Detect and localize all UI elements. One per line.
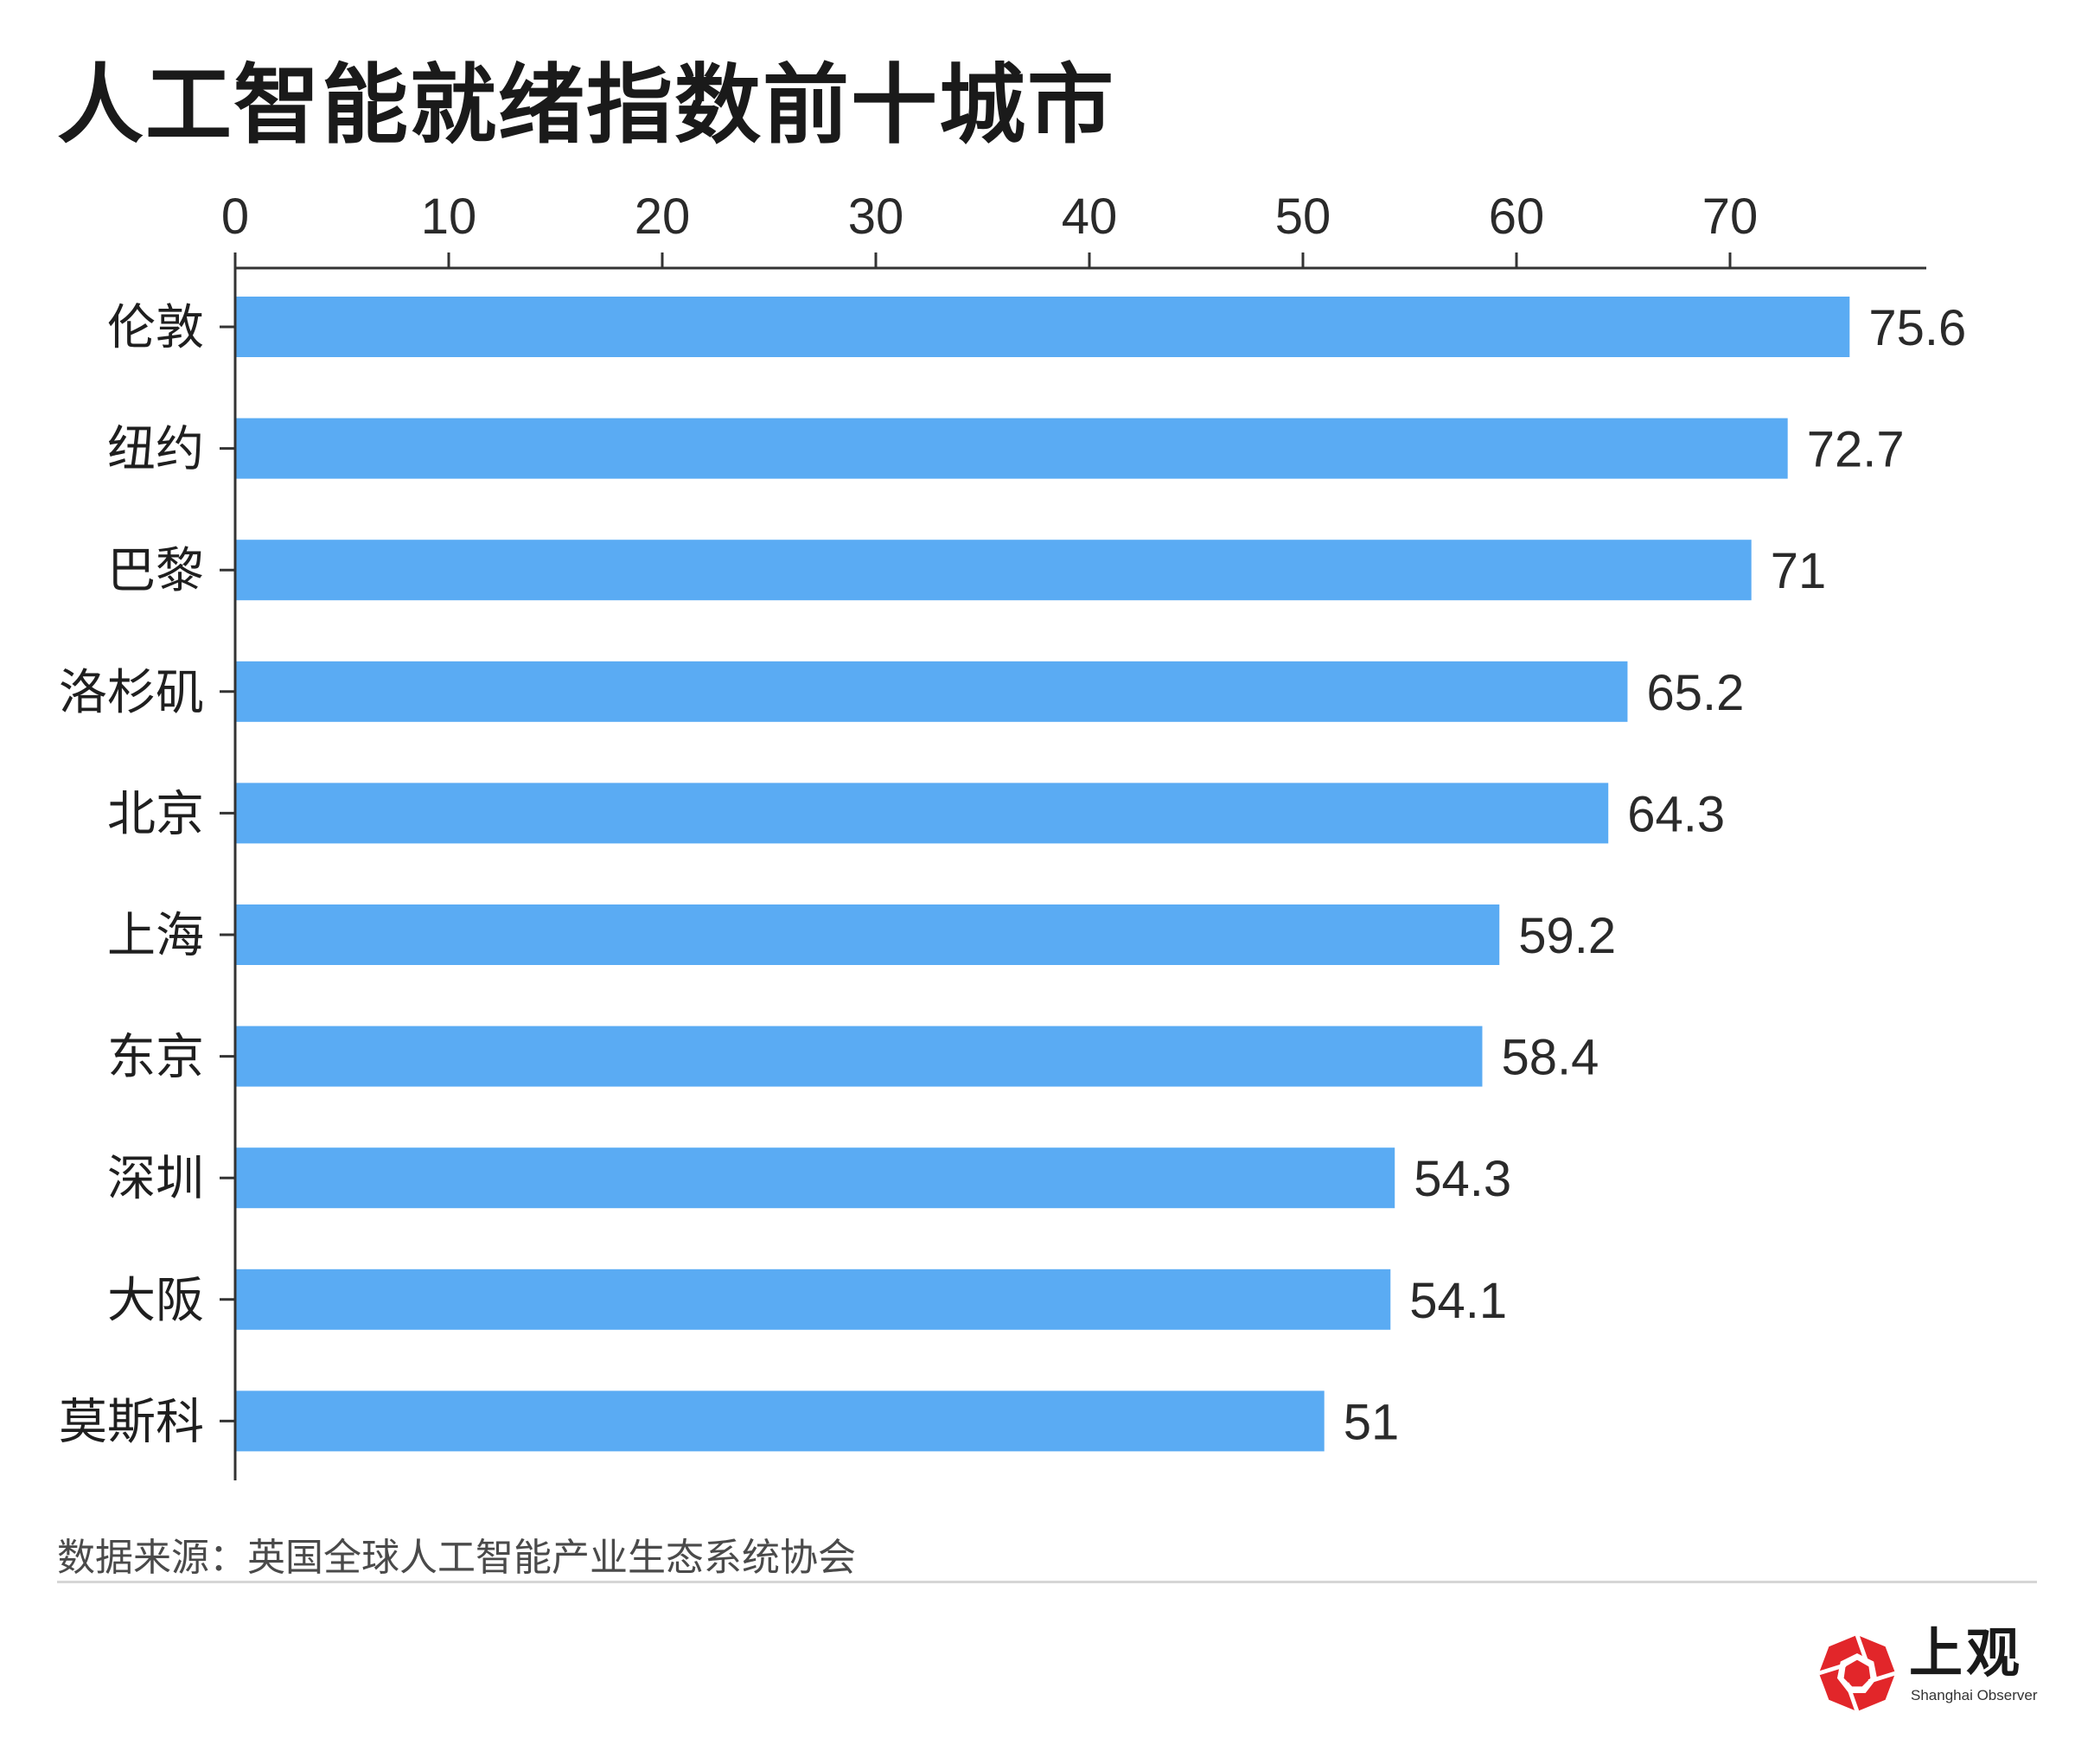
value-label: 64.3 [1627, 786, 1725, 842]
logo-text-en: Shanghai Observer [1911, 1687, 2038, 1703]
bar [236, 540, 1752, 601]
bar [236, 297, 1850, 357]
x-tick-label: 60 [1489, 189, 1545, 245]
x-axis: 0 10 20 30 40 50 60 70 [221, 189, 1926, 1480]
chart-title: 人工智能就绪指数前十城市 [57, 54, 1115, 156]
category-label: 深圳 [107, 1151, 204, 1207]
value-label: 72.7 [1807, 422, 1905, 478]
data-source-note: 数据来源：英国全球人工智能产业生态系统协会 [57, 1536, 856, 1580]
bars [236, 297, 1850, 1452]
x-tick-label: 0 [221, 189, 249, 245]
value-label: 59.2 [1518, 908, 1616, 964]
value-label: 51 [1344, 1394, 1400, 1450]
bar [236, 1026, 1483, 1087]
x-tick-label: 70 [1702, 189, 1759, 245]
shanghai-observer-logo: 上观 Shanghai Observer [1816, 1621, 2040, 1716]
category-label: 巴黎 [107, 543, 204, 599]
x-tick-label: 40 [1062, 189, 1118, 245]
logo-text-cn: 上观 [1909, 1621, 2024, 1684]
value-label: 58.4 [1501, 1030, 1599, 1086]
bar [236, 783, 1609, 844]
bar [236, 904, 1500, 965]
bar [236, 1390, 1325, 1452]
value-label: 54.1 [1409, 1273, 1507, 1329]
x-tick-label: 20 [635, 189, 691, 245]
category-label: 北京 [107, 786, 204, 842]
x-tick-label: 10 [421, 189, 477, 245]
x-tick-label: 50 [1275, 189, 1331, 245]
category-label: 大阪 [107, 1273, 204, 1329]
bar [236, 1147, 1395, 1209]
bar [236, 661, 1628, 722]
category-label: 洛杉矶 [59, 665, 204, 721]
category-label: 东京 [107, 1030, 204, 1086]
logo-mark-icon [1818, 1634, 1896, 1712]
value-label: 65.2 [1646, 665, 1744, 721]
category-label: 上海 [107, 908, 204, 964]
footer-divider [57, 1581, 2037, 1583]
bar [236, 418, 1788, 479]
bar [236, 1269, 1391, 1330]
value-label: 75.6 [1868, 300, 1966, 356]
x-tick-label: 30 [848, 189, 904, 245]
value-labels: 75.6 72.7 71 65.2 64.3 59.2 58.4 54.3 54.1 51 [1344, 300, 1967, 1450]
category-label: 伦敦 [107, 300, 204, 356]
value-label: 54.3 [1414, 1151, 1511, 1207]
value-label: 71 [1771, 543, 1827, 599]
category-label: 纽约 [107, 422, 204, 478]
category-label: 莫斯科 [59, 1394, 204, 1450]
